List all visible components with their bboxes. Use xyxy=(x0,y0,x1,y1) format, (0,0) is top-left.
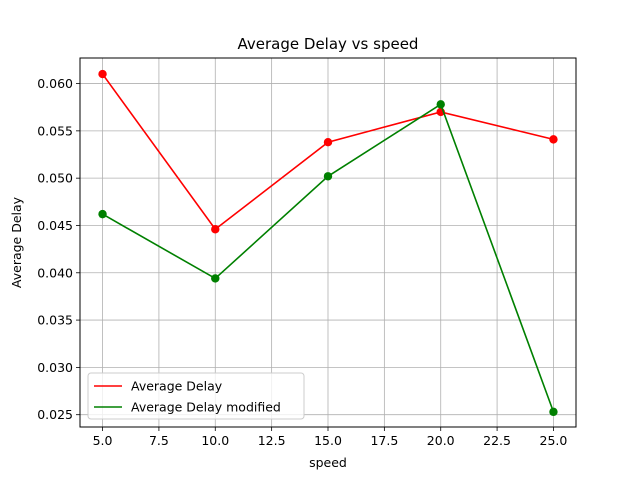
x-tick-label: 12.5 xyxy=(258,433,286,448)
data-point-average-delay xyxy=(549,135,558,144)
data-point-average-delay xyxy=(323,138,333,147)
y-axis-ticks: 0.025 0.030 0.035 0.040 0.045 0.050 0.055 0.060 xyxy=(37,76,80,422)
x-tick-label: 20.0 xyxy=(427,433,455,448)
y-tick-label: 0.035 xyxy=(37,313,73,328)
data-point-average-delay-modified xyxy=(98,209,107,219)
data-point-average-delay-modified xyxy=(211,274,220,283)
x-tick-label: 15.0 xyxy=(314,433,342,448)
series-layer xyxy=(98,69,558,417)
x-tick-label: 22.5 xyxy=(483,433,511,448)
x-axis-ticks: 5.0 7.5 10.0 12.5 15.0 17.5 20.0 22.5 25.0 xyxy=(93,427,568,448)
y-tick-label: 0.060 xyxy=(37,76,73,91)
y-tick-label: 0.045 xyxy=(37,218,73,233)
legend: Average Delay Average Delay modified xyxy=(87,372,305,420)
x-tick-label: 17.5 xyxy=(370,433,398,448)
x-tick-label: 5.0 xyxy=(93,433,113,448)
y-tick-label: 0.040 xyxy=(37,265,73,280)
data-point-average-delay xyxy=(98,69,107,79)
x-axis-label: speed xyxy=(309,455,347,470)
data-point-average-delay-modified xyxy=(323,172,333,181)
data-point-average-delay-modified xyxy=(436,100,445,109)
x-tick-label: 10.0 xyxy=(201,433,229,448)
y-tick-label: 0.050 xyxy=(37,171,73,186)
y-tick-label: 0.030 xyxy=(37,360,73,375)
legend-label-average-delay: Average Delay xyxy=(131,379,223,394)
y-tick-label: 0.055 xyxy=(37,123,73,138)
data-point-average-delay-modified xyxy=(549,407,558,417)
y-axis-label: Average Delay xyxy=(9,196,24,288)
x-tick-label: 25.0 xyxy=(540,433,568,448)
legend-box xyxy=(87,372,305,420)
x-tick-label: 7.5 xyxy=(149,433,169,448)
y-tick-label: 0.025 xyxy=(37,407,73,422)
data-point-average-delay xyxy=(211,225,220,234)
chart-title: Average Delay vs speed xyxy=(238,35,419,53)
legend-label-average-delay-modified: Average Delay modified xyxy=(131,400,281,415)
